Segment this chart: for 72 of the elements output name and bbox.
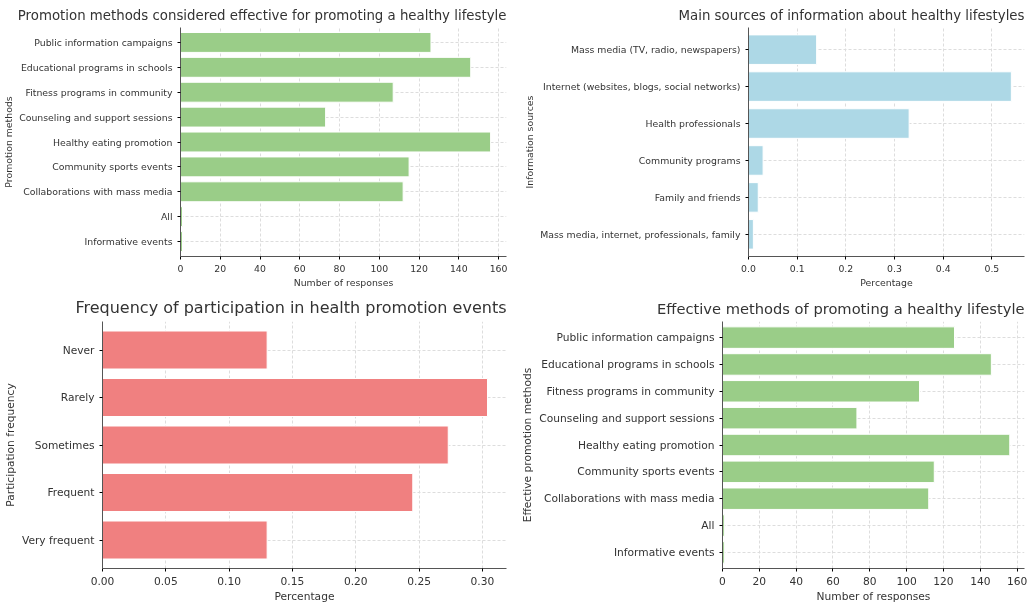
x-tick-label: 0.25 xyxy=(407,574,431,588)
x-tick-label: 0.10 xyxy=(217,574,242,588)
y-axis-title: Effective promotion methods xyxy=(521,367,535,523)
y-tick-label: Fitness programs in community xyxy=(25,86,173,98)
x-axis-title: Percentage xyxy=(860,276,913,288)
y-tick-label: Counseling and support sessions xyxy=(19,111,173,123)
chart-title: Effective methods of promoting a healthy lifestyle xyxy=(657,299,1025,317)
x-tick-label: 100 xyxy=(370,262,389,274)
x-tick-label: 0.3 xyxy=(887,262,903,274)
x-tick-label: 0.20 xyxy=(343,574,368,588)
chart-title: Promotion methods considered effective for promoting a healthy lifestyle xyxy=(17,7,507,23)
y-tick-label: Educational programs in schools xyxy=(541,357,715,371)
x-axis-title: Number of responses xyxy=(816,589,931,603)
x-tick-label: 60 xyxy=(293,262,306,274)
y-tick-label: Fitness programs in community xyxy=(546,384,715,398)
y-tick-label: Community sports events xyxy=(577,465,715,479)
y-axis-title: Participation frequency xyxy=(3,383,17,507)
y-tick-label: Never xyxy=(62,343,96,357)
x-tick-label: 140 xyxy=(449,262,468,274)
x-tick-label: 0 xyxy=(719,574,727,588)
x-axis-title: Number of responses xyxy=(293,276,394,288)
y-tick-label: Educational programs in schools xyxy=(20,61,173,73)
y-tick-label: Public information campaigns xyxy=(556,331,715,345)
x-tick-label: 140 xyxy=(970,574,991,588)
y-tick-label: All xyxy=(160,211,173,223)
x-tick-label: 80 xyxy=(863,574,877,588)
y-tick-label: Informative events xyxy=(84,236,173,248)
x-tick-label: 0.00 xyxy=(90,574,115,588)
y-tick-label: Collaborations with mass media xyxy=(23,186,173,198)
x-axis-title: Percentage xyxy=(274,589,335,603)
y-tick-label: Sometimes xyxy=(34,438,95,452)
y-tick-label: Frequent xyxy=(47,486,95,499)
x-tick-label: 160 xyxy=(1006,574,1028,588)
y-tick-label: Health professionals xyxy=(645,118,741,130)
y-tick-label: Collaborations with mass media xyxy=(543,492,715,506)
x-tick-label: 0.30 xyxy=(470,574,495,588)
x-tick-label: 0.2 xyxy=(838,262,854,274)
y-tick-label: Informative events xyxy=(613,545,715,559)
y-tick-label: Healthy eating promotion xyxy=(577,438,715,452)
x-tick-label: 0.0 xyxy=(741,262,756,274)
x-tick-label: 120 xyxy=(933,574,954,588)
y-tick-label: Community sports events xyxy=(52,161,173,173)
y-tick-label: Community programs xyxy=(638,154,741,166)
x-tick-label: 0.15 xyxy=(280,574,305,588)
y-tick-label: Family and friends xyxy=(654,191,741,203)
x-tick-label: 60 xyxy=(826,574,840,588)
y-tick-label: Counseling and support sessions xyxy=(539,411,715,425)
x-tick-label: 0.05 xyxy=(153,574,178,588)
y-tick-label: Internet (websites, blogs, social networks) xyxy=(543,81,741,93)
chart-title: Frequency of participation in health promotion events xyxy=(75,297,507,317)
y-tick-label: Mass media (TV, radio, newspapers) xyxy=(570,44,741,56)
x-tick-label: 0 xyxy=(177,262,184,274)
x-tick-label: 0.5 xyxy=(984,262,1000,274)
y-tick-label: Very frequent xyxy=(21,533,95,547)
x-tick-label: 20 xyxy=(752,574,767,588)
y-tick-label: Rarely xyxy=(60,391,95,404)
x-tick-label: 20 xyxy=(214,262,227,274)
x-tick-label: 40 xyxy=(789,574,804,588)
x-tick-label: 80 xyxy=(333,262,346,274)
y-tick-label: Mass media, internet, professionals, family xyxy=(540,228,741,240)
y-axis-title: Promotion methods xyxy=(3,96,15,188)
y-tick-label: Healthy eating promotion xyxy=(52,136,173,148)
x-tick-label: 0.4 xyxy=(935,262,951,274)
x-tick-label: 100 xyxy=(896,574,918,588)
chart-title: Main sources of information about healthy lifestyles xyxy=(678,7,1025,23)
x-tick-label: 160 xyxy=(489,262,508,274)
x-tick-label: 0.1 xyxy=(789,262,805,274)
y-tick-label: Public information campaigns xyxy=(34,36,173,48)
y-tick-label: All xyxy=(701,519,715,533)
y-axis-title: Information sources xyxy=(524,95,536,189)
x-tick-label: 40 xyxy=(254,262,267,274)
x-tick-label: 120 xyxy=(410,262,428,274)
